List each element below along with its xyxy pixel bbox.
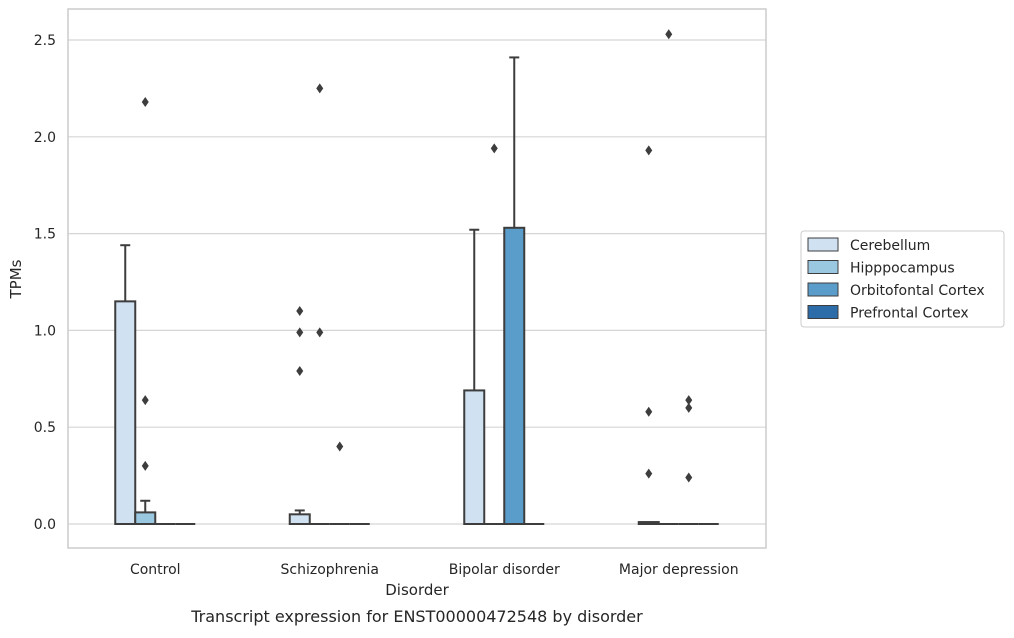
- x-tick-label: Schizophrenia: [281, 562, 379, 578]
- y-axis-label: TPMs: [7, 259, 25, 299]
- outlier-point: [141, 96, 149, 107]
- plot-border: [67, 8, 767, 549]
- legend-swatch: [807, 305, 839, 319]
- box-rect: [288, 513, 311, 526]
- box-rect: [114, 300, 137, 525]
- x-tick-label: Major depression: [619, 562, 739, 578]
- box-rect: [503, 226, 526, 526]
- box-rect: [134, 511, 157, 525]
- outlier-point: [296, 306, 304, 317]
- box-group: [637, 145, 660, 526]
- legend: Cerebellum Hipppocampus Orbitofontal Corte…: [800, 230, 1005, 328]
- legend-label: Cerebellum: [850, 238, 930, 254]
- box-group: [134, 96, 157, 525]
- legend-swatch: [807, 237, 839, 252]
- y-tick-label: 2.5: [34, 33, 56, 49]
- box-group: [288, 306, 311, 526]
- outlier-point: [665, 29, 673, 40]
- plot-frame: [67, 8, 767, 549]
- box-group: [503, 56, 526, 526]
- outlier-point: [316, 327, 324, 338]
- outlier-point: [645, 468, 653, 479]
- outlier-point: [296, 366, 304, 377]
- outlier-point: [296, 327, 304, 338]
- box-rect: [463, 389, 486, 525]
- y-tick-label: 1.0: [34, 323, 56, 339]
- outlier-point: [645, 406, 653, 417]
- outlier-point: [336, 441, 344, 452]
- outlier-point: [490, 143, 498, 154]
- x-tick-label: Bipolar disorder: [449, 562, 560, 578]
- outlier-point: [685, 472, 693, 483]
- legend-label: Hipppocampus: [850, 261, 955, 277]
- y-tick-label: 0.5: [34, 420, 56, 436]
- box-group: [658, 29, 679, 525]
- outlier-point: [685, 402, 693, 413]
- tick-labels: 0.0 0.5 1.0 1.5 2.0 2.5 Control Schizophrenia Bi…: [34, 33, 739, 578]
- x-axis-label: Disorder: [385, 581, 449, 599]
- y-tick-label: 2.0: [34, 130, 56, 146]
- y-tick-label: 1.5: [34, 227, 56, 243]
- legend-label: Prefrontal Cortex: [850, 306, 969, 322]
- outlier-point: [141, 460, 149, 471]
- box-group: [309, 83, 330, 525]
- x-tick-label: Control: [130, 562, 181, 578]
- box-group: [329, 441, 350, 525]
- legend-label: Orbitofontal Cortex: [850, 283, 985, 299]
- box-group: [678, 395, 699, 525]
- box-group: [484, 143, 505, 525]
- legend-swatch: [807, 282, 839, 297]
- outlier-point: [141, 395, 149, 406]
- outlier-point: [645, 145, 653, 156]
- boxes-layer: [114, 29, 719, 526]
- y-tick-label: 0.0: [34, 517, 56, 533]
- legend-swatch: [807, 260, 839, 274]
- chart-caption: Transcript expression for ENST0000047254…: [190, 607, 643, 626]
- box-group: [114, 244, 137, 525]
- legend-frame: [800, 230, 1005, 328]
- outlier-point: [316, 83, 324, 94]
- box-group: [463, 228, 486, 525]
- grid-layer: [68, 39, 766, 525]
- outlier-point: [685, 395, 693, 406]
